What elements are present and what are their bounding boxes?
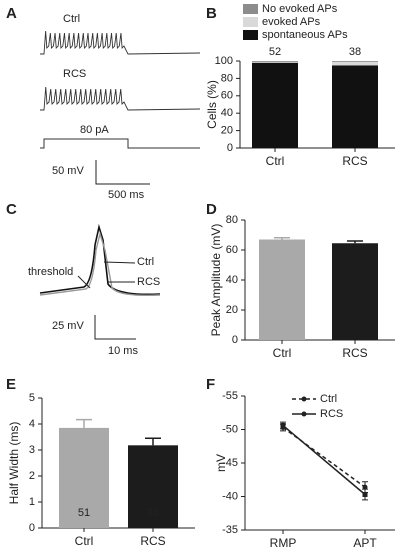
scale-bar xyxy=(94,315,136,340)
legend-label: spontaneous APs xyxy=(262,29,348,41)
y-tick-label: 80 xyxy=(226,214,238,226)
scale-label: 25 mV xyxy=(52,320,84,332)
y-tick-label: 40 xyxy=(221,107,233,119)
bar-segment xyxy=(252,62,298,148)
x-tick-label: RCS xyxy=(342,154,367,168)
marker xyxy=(280,422,286,428)
panel-letter: E xyxy=(6,376,16,393)
legend-label: Ctrl xyxy=(320,393,337,405)
scale-label: 10 ms xyxy=(108,345,138,357)
panel-letter: A xyxy=(6,5,17,22)
bar xyxy=(128,445,178,528)
y-axis-label: Cells (%) xyxy=(205,80,219,129)
y-tick-label: 80 xyxy=(221,72,233,84)
scale-label: 50 mV xyxy=(52,165,84,177)
error-bar xyxy=(347,240,363,244)
y-tick-label: 0 xyxy=(232,334,238,346)
trace-label: Ctrl xyxy=(137,256,154,268)
trace-label: RCS xyxy=(137,276,160,288)
legend-swatch xyxy=(243,4,258,14)
legend-label: No evoked APs xyxy=(262,3,338,15)
marker xyxy=(362,491,368,497)
n-label: 36 xyxy=(147,507,159,519)
y-axis-label: Half Width (ms) xyxy=(7,422,21,505)
y-tick-label: 100 xyxy=(215,55,233,67)
panel-letter: C xyxy=(6,201,17,218)
trace xyxy=(40,30,201,55)
marker xyxy=(362,484,368,490)
trace-label: threshold xyxy=(28,266,73,278)
n-label: 38 xyxy=(349,46,361,58)
y-tick-label: -40 xyxy=(222,490,238,502)
bar-segment xyxy=(252,61,298,63)
x-tick-label: RMP xyxy=(270,536,297,550)
y-tick-label: -55 xyxy=(222,390,238,402)
scale-label: 500 ms xyxy=(108,189,145,201)
legend-marker xyxy=(301,411,307,417)
y-tick-label: 5 xyxy=(29,392,35,404)
y-axis-label: mV xyxy=(214,454,228,472)
y-axis-label: Peak Amplitude (mV) xyxy=(209,224,223,337)
scale-bar xyxy=(95,160,150,185)
bar xyxy=(332,243,378,340)
legend-label: evoked APs xyxy=(262,16,321,28)
y-tick-label: -45 xyxy=(222,457,238,469)
legend-swatch xyxy=(243,30,258,40)
legend-label: RCS xyxy=(320,408,343,420)
bar-segment xyxy=(332,61,378,66)
x-tick-label: Ctrl xyxy=(75,534,94,548)
y-tick-label: 2 xyxy=(29,470,35,482)
stimulus-label: 80 pA xyxy=(80,124,109,136)
panel-letter: B xyxy=(206,5,217,22)
n-label: 52 xyxy=(269,46,281,58)
y-tick-label: 60 xyxy=(221,90,233,102)
y-tick-label: 20 xyxy=(226,304,238,316)
legend-marker xyxy=(301,396,307,402)
ap-trace xyxy=(39,223,161,296)
legend-swatch xyxy=(243,17,258,27)
n-label: 51 xyxy=(78,507,90,519)
pointer xyxy=(77,275,91,289)
x-tick-label: APT xyxy=(353,536,377,550)
trace-label: RCS xyxy=(63,68,86,80)
trace xyxy=(40,86,201,111)
bar-segment xyxy=(252,61,298,62)
y-tick-label: 1 xyxy=(29,496,35,508)
y-tick-label: 4 xyxy=(29,418,35,430)
x-tick-label: RCS xyxy=(342,346,367,360)
bar xyxy=(59,427,109,528)
x-tick-label: Ctrl xyxy=(266,154,285,168)
y-tick-label: 0 xyxy=(227,142,233,154)
panel-letter: F xyxy=(206,376,215,393)
y-tick-label: -50 xyxy=(222,423,238,435)
bar xyxy=(259,239,305,340)
error-bar xyxy=(274,236,290,240)
bar-segment xyxy=(332,65,378,148)
ap-trace xyxy=(39,231,161,297)
y-tick-label: -35 xyxy=(222,524,238,536)
bar-segment xyxy=(332,61,378,62)
trace-label: Ctrl xyxy=(63,13,80,25)
error-bar xyxy=(76,418,92,428)
x-tick-label: RCS xyxy=(140,534,165,548)
y-tick-label: 20 xyxy=(221,125,233,137)
y-tick-label: 0 xyxy=(29,522,35,534)
y-tick-label: 3 xyxy=(29,444,35,456)
series-line xyxy=(282,424,366,496)
x-tick-label: Ctrl xyxy=(273,346,292,360)
panel-letter: D xyxy=(206,201,217,218)
y-tick-label: 60 xyxy=(226,244,238,256)
pointer xyxy=(103,261,136,264)
y-tick-label: 40 xyxy=(226,274,238,286)
error-bar xyxy=(145,437,161,446)
stimulus-trace xyxy=(40,138,200,149)
